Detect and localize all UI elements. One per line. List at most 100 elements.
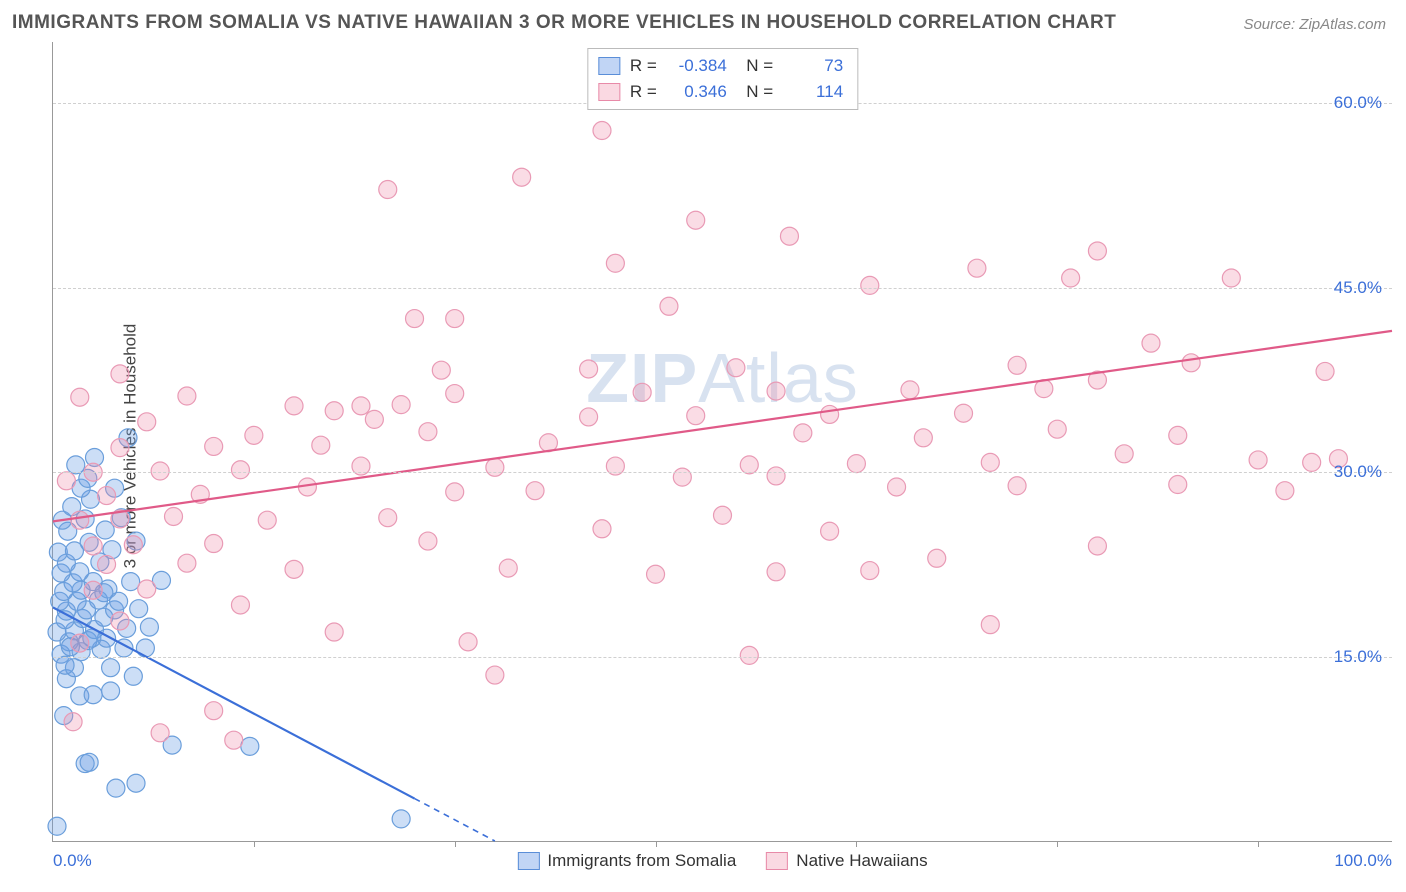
data-point — [1088, 537, 1106, 555]
data-point — [955, 404, 973, 422]
data-point — [1169, 426, 1187, 444]
data-point — [124, 667, 142, 685]
data-point — [258, 511, 276, 529]
legend-row-blue: R = -0.384 N = 73 — [598, 53, 843, 79]
gridline — [53, 657, 1392, 658]
data-point — [1008, 356, 1026, 374]
data-point — [780, 227, 798, 245]
data-point — [205, 437, 223, 455]
x-tick-label: 0.0% — [53, 851, 92, 871]
data-point — [767, 467, 785, 485]
correlation-legend: R = -0.384 N = 73 R = 0.346 N = 114 — [587, 48, 858, 110]
data-point — [1316, 362, 1334, 380]
data-point — [205, 535, 223, 553]
plot-area: ZIPAtlas R = -0.384 N = 73 R = 0.346 N =… — [52, 42, 1392, 842]
data-point — [71, 634, 89, 652]
legend-n-value-pink: 114 — [783, 82, 843, 102]
data-point — [138, 413, 156, 431]
data-point — [419, 532, 437, 550]
data-point — [928, 549, 946, 567]
data-point — [821, 405, 839, 423]
data-point — [205, 702, 223, 720]
data-point — [312, 436, 330, 454]
data-point — [231, 596, 249, 614]
data-point — [861, 562, 879, 580]
gridline — [53, 472, 1392, 473]
swatch-pink-icon — [598, 83, 620, 101]
gridline — [53, 288, 1392, 289]
data-point — [71, 511, 89, 529]
x-tick — [856, 841, 857, 847]
legend-r-value-blue: -0.384 — [667, 56, 727, 76]
x-tick — [254, 841, 255, 847]
data-point — [67, 456, 85, 474]
bottom-legend: Immigrants from Somalia Native Hawaiians — [517, 851, 927, 871]
chart-title: IMMIGRANTS FROM SOMALIA VS NATIVE HAWAII… — [12, 12, 1116, 34]
data-point — [446, 310, 464, 328]
data-point — [1088, 242, 1106, 260]
data-point — [231, 461, 249, 479]
data-point — [111, 365, 129, 383]
data-point — [1115, 445, 1133, 463]
data-point — [165, 507, 183, 525]
data-point — [1142, 334, 1160, 352]
data-point — [794, 424, 812, 442]
x-tick-label: 100.0% — [1334, 851, 1392, 871]
legend-row-pink: R = 0.346 N = 114 — [598, 79, 843, 105]
swatch-blue-icon — [517, 852, 539, 870]
data-point — [178, 387, 196, 405]
legend-n-label: N = — [737, 82, 773, 102]
data-point — [111, 439, 129, 457]
data-point — [285, 397, 303, 415]
y-tick-label: 60.0% — [1334, 93, 1382, 113]
data-point — [740, 456, 758, 474]
data-point — [981, 453, 999, 471]
regression-line-dashed — [415, 799, 495, 841]
data-point — [1169, 476, 1187, 494]
data-point — [1303, 453, 1321, 471]
data-point — [352, 397, 370, 415]
data-point — [1062, 269, 1080, 287]
data-point — [84, 537, 102, 555]
scatter-svg — [53, 42, 1392, 841]
data-point — [459, 633, 477, 651]
data-point — [325, 402, 343, 420]
data-point — [285, 560, 303, 578]
data-point — [122, 573, 140, 591]
y-tick-label: 30.0% — [1334, 462, 1382, 482]
data-point — [901, 381, 919, 399]
data-point — [56, 656, 74, 674]
data-point — [392, 396, 410, 414]
y-tick-label: 45.0% — [1334, 278, 1382, 298]
data-point — [593, 520, 611, 538]
data-point — [633, 383, 651, 401]
data-point — [767, 563, 785, 581]
data-point — [98, 487, 116, 505]
data-point — [379, 509, 397, 527]
data-point — [84, 581, 102, 599]
data-point — [714, 506, 732, 524]
data-point — [365, 410, 383, 428]
data-point — [673, 468, 691, 486]
data-point — [914, 429, 932, 447]
data-point — [110, 592, 128, 610]
data-point — [1182, 354, 1200, 372]
data-point — [486, 666, 504, 684]
data-point — [379, 181, 397, 199]
data-point — [96, 521, 114, 539]
data-point — [687, 211, 705, 229]
legend-n-label: N = — [737, 56, 773, 76]
data-point — [647, 565, 665, 583]
data-point — [1008, 477, 1026, 495]
data-point — [660, 297, 678, 315]
data-point — [1276, 482, 1294, 500]
data-point — [1249, 451, 1267, 469]
data-point — [178, 554, 196, 572]
data-point — [138, 580, 156, 598]
data-point — [513, 168, 531, 186]
data-point — [107, 779, 125, 797]
data-point — [861, 276, 879, 294]
data-point — [325, 623, 343, 641]
swatch-blue-icon — [598, 57, 620, 75]
data-point — [486, 458, 504, 476]
